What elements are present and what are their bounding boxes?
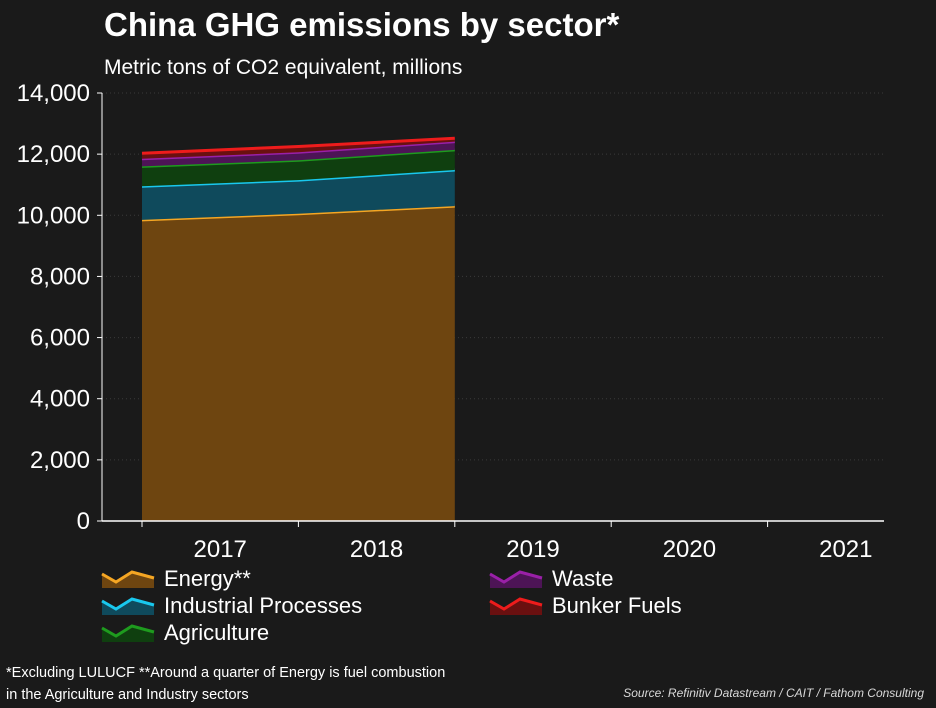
stacked-area-chart: 0 2,000 4,000 6,000 8,000 10,000 12,000 14,000 2… bbox=[17, 80, 884, 560]
x-tick-label: 2020 bbox=[663, 536, 716, 560]
legend-label-energy: Energy** bbox=[164, 566, 251, 591]
area-industrial-processes bbox=[142, 170, 455, 220]
legend-swatch-waste bbox=[489, 570, 543, 588]
x-tick-label: 2018 bbox=[350, 536, 403, 560]
y-tick-label: 6,000 bbox=[30, 325, 90, 352]
chart-subtitle: Metric tons of CO2 equivalent, millions bbox=[104, 56, 463, 79]
x-tick-label: 2019 bbox=[506, 536, 559, 560]
chart-title: China GHG emissions by sector* bbox=[104, 6, 620, 43]
x-tick-label: 2021 bbox=[819, 536, 872, 560]
legend-item-industrial-processes: Industrial Processes bbox=[100, 593, 362, 619]
footnote: *Excluding LULUCF **Around a quarter of … bbox=[6, 662, 526, 706]
y-tick-label: 10,000 bbox=[17, 202, 90, 229]
legend-swatch-industrial-processes bbox=[101, 597, 155, 615]
source-note: Source: Refinitiv Datastream / CAIT / Fa… bbox=[623, 686, 924, 700]
legend-item-energy: Energy** bbox=[100, 566, 251, 592]
y-tick-label: 2,000 bbox=[30, 447, 90, 474]
y-tick-label: 14,000 bbox=[17, 80, 90, 107]
x-tick-label: 2017 bbox=[194, 536, 247, 560]
footnote-line-2: in the Agriculture and Industry sectors bbox=[6, 687, 249, 703]
legend-swatch-bunker-fuels bbox=[489, 597, 543, 615]
legend-item-waste: Waste bbox=[488, 566, 614, 592]
legend-item-bunker-fuels: Bunker Fuels bbox=[488, 593, 682, 619]
area-energy bbox=[142, 206, 455, 521]
y-tick-label: 4,000 bbox=[30, 386, 90, 413]
y-tick-label: 12,000 bbox=[17, 141, 90, 168]
legend-label-bunker-fuels: Bunker Fuels bbox=[552, 593, 682, 618]
y-tick-label: 8,000 bbox=[30, 263, 90, 290]
legend-swatch-agriculture bbox=[101, 624, 155, 642]
legend-label-industrial-processes: Industrial Processes bbox=[164, 593, 363, 618]
footnote-line-1: *Excluding LULUCF **Around a quarter of … bbox=[6, 665, 446, 681]
legend-label-waste: Waste bbox=[552, 566, 614, 591]
legend-label-agriculture: Agriculture bbox=[164, 620, 270, 645]
legend-swatch-energy bbox=[101, 570, 155, 588]
line-bunker-fuels bbox=[141, 136, 455, 155]
y-tick-label: 0 bbox=[77, 508, 90, 535]
legend-item-agriculture: Agriculture bbox=[100, 620, 269, 646]
area-agriculture bbox=[142, 149, 455, 187]
